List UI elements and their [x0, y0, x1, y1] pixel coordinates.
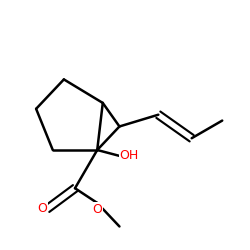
Text: O: O	[37, 202, 47, 215]
Text: O: O	[92, 203, 102, 216]
Text: OH: OH	[120, 150, 139, 162]
